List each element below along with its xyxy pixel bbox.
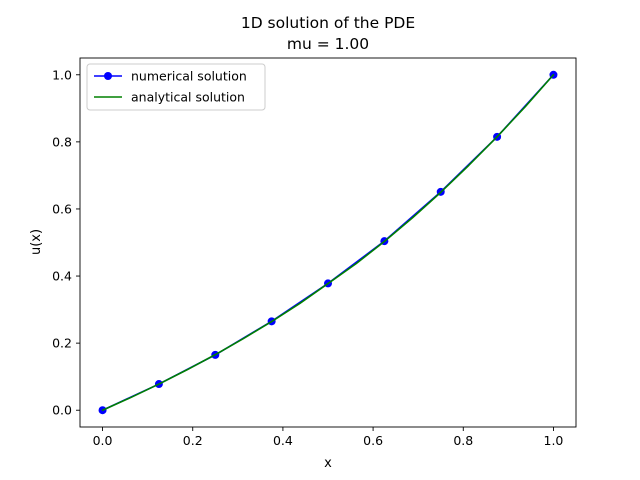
legend: numerical solution analytical solution	[86, 63, 266, 111]
x-tick-label: 0.2	[183, 433, 203, 448]
x-axis-label: x	[324, 456, 332, 471]
legend-marker-numerical	[104, 72, 112, 80]
chart-subtitle: mu = 1.00	[287, 35, 369, 53]
x-tick-label: 0.0	[93, 433, 113, 448]
plot-area	[80, 58, 576, 427]
axes-frame	[79, 57, 577, 428]
y-tick-label: 0.6	[52, 201, 72, 216]
chart-title: 1D solution of the PDE	[241, 14, 415, 32]
x-tick-label: 0.6	[363, 433, 383, 448]
y-tick-label: 1.0	[52, 67, 72, 82]
y-tick-label: 0.2	[52, 336, 72, 351]
series-layer	[98, 70, 558, 415]
legend-label-numerical: numerical solution	[131, 69, 247, 84]
x-tick-label: 1.0	[544, 433, 564, 448]
x-tick-label: 0.4	[273, 433, 293, 448]
legend-box	[86, 63, 266, 111]
series-line-analytical	[101, 73, 555, 412]
y-axis-ticks: 0.0 0.2 0.4 0.6 0.8 1.0	[52, 67, 80, 418]
legend-label-analytical: analytical solution	[131, 90, 245, 105]
y-tick-label: 0.8	[52, 134, 72, 149]
x-tick-label: 0.8	[453, 433, 473, 448]
y-tick-label: 0.0	[52, 403, 72, 418]
y-tick-label: 0.4	[52, 269, 72, 284]
plot-background	[80, 58, 576, 427]
y-axis-label: u(x)	[29, 229, 44, 255]
x-axis-ticks: 0.0 0.2 0.4 0.6 0.8 1.0	[93, 427, 564, 448]
